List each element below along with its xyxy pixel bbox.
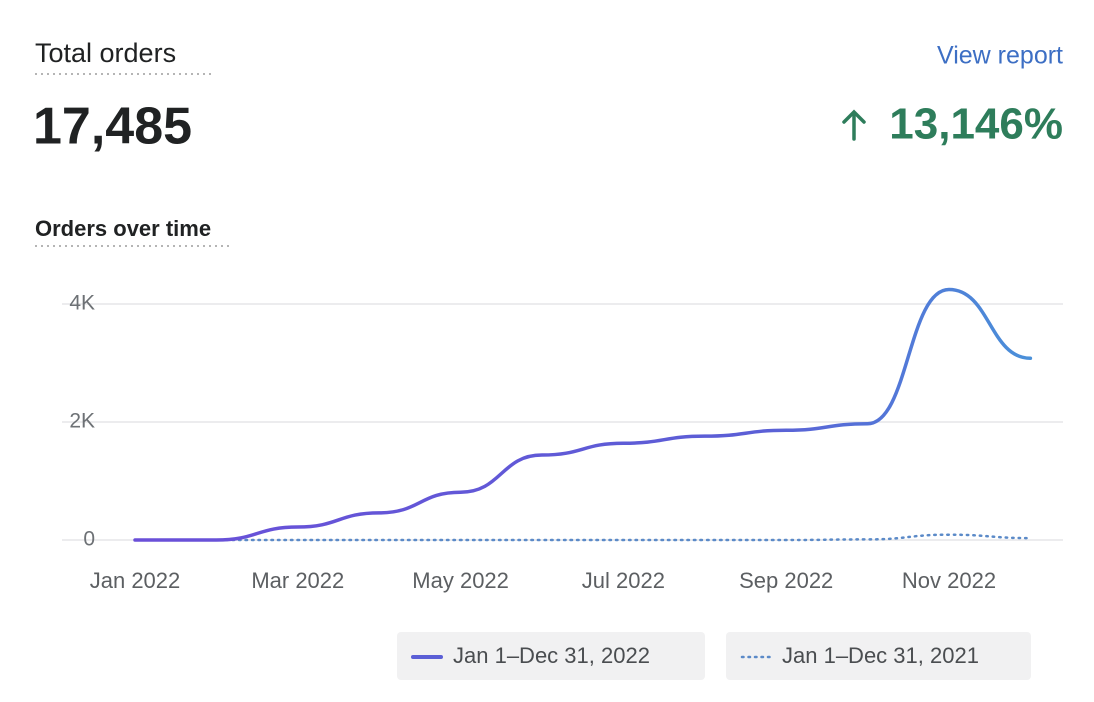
y-tick-label: 4K — [69, 292, 95, 315]
series-line — [133, 287, 1033, 542]
legend-label: Jan 1–Dec 31, 2022 — [453, 643, 650, 668]
x-tick-label: May 2022 — [412, 568, 509, 593]
legend — [397, 632, 1031, 680]
card-title: Total orders — [35, 38, 176, 68]
legend-item-box[interactable] — [397, 632, 705, 680]
legend-item-box[interactable] — [726, 632, 1031, 680]
y-tick-label: 2K — [69, 410, 95, 433]
x-tick-label: Sep 2022 — [739, 568, 833, 593]
x-tick-label: Jul 2022 — [582, 568, 665, 593]
legend-label: Jan 1–Dec 31, 2021 — [782, 643, 979, 668]
chart-title: Orders over time — [35, 216, 211, 241]
x-tick-label: Nov 2022 — [902, 568, 996, 593]
x-tick-label: Mar 2022 — [251, 568, 344, 593]
view-report-link[interactable]: View report — [937, 42, 1063, 70]
up-arrow-icon — [842, 109, 866, 141]
total-value: 17,485 — [33, 98, 192, 156]
series-line — [133, 533, 1032, 542]
x-tick-label: Jan 2022 — [90, 568, 181, 593]
change-percent: 13,146% — [889, 100, 1063, 149]
y-tick-label: 0 — [83, 528, 95, 551]
